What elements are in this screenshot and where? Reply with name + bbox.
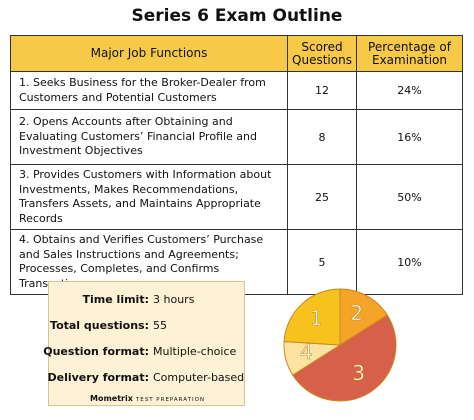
info-label: Total questions: — [50, 319, 149, 332]
info-row: Question format: Multiple-choice — [43, 345, 246, 359]
slice-label: 3 — [352, 361, 365, 385]
percentage: 24% — [356, 71, 463, 110]
info-row: Delivery format: Computer-based — [47, 371, 246, 385]
logo-name: Mometrix — [89, 394, 133, 403]
column-header: Percentage of Examination — [356, 35, 463, 72]
info-label: Question format: — [43, 345, 149, 358]
job-function: 3. Provides Customers with Information a… — [10, 164, 288, 230]
scored-questions: 12 — [287, 71, 357, 110]
scored-questions: 5 — [287, 229, 357, 295]
column-header: Major Job Functions — [10, 35, 288, 72]
percentage: 16% — [356, 109, 463, 165]
slice-label: 2 — [350, 301, 363, 325]
table-row: 3. Provides Customers with Information a… — [10, 164, 463, 230]
logo: Mometrix TEST PREPARATION — [49, 394, 246, 403]
slice-label: 1 — [310, 306, 323, 330]
info-value: 3 hours — [153, 293, 195, 306]
slice-label: 4 — [300, 340, 313, 364]
outline-table: Major Job Functions Scored Questions Per… — [10, 35, 463, 295]
job-function: 2. Opens Accounts after Obtaining and Ev… — [10, 109, 288, 165]
job-function: 1. Seeks Business for the Broker-Dealer … — [10, 71, 288, 110]
info-label: Delivery format: — [47, 371, 150, 384]
percentage: 10% — [356, 229, 463, 295]
pie-chart: 2 3 4 1 — [283, 288, 397, 402]
info-value: 55 — [153, 319, 167, 332]
info-row: Time limit: 3 hours — [49, 293, 246, 307]
pie-slice — [339, 288, 388, 346]
info-row: Total questions: 55 — [49, 319, 246, 333]
info-value: Computer-based — [153, 371, 245, 384]
info-box: Mometrix TEST PREPARATION Time limit: 3 ho… — [43, 281, 246, 406]
info-label: Time limit: — [82, 293, 149, 306]
logo-tagline: TEST PREPARATION — [135, 397, 206, 403]
column-header: Scored Questions — [287, 35, 357, 72]
scored-questions: 8 — [287, 109, 357, 165]
percentage: 50% — [356, 164, 463, 230]
pie-slice — [283, 288, 341, 346]
table-row: 2. Opens Accounts after Obtaining and Ev… — [10, 109, 463, 165]
pie-slice — [292, 314, 397, 402]
table-row: 1. Seeks Business for the Broker-Dealer … — [10, 71, 463, 110]
title: Series 6 Exam Outline — [131, 6, 343, 26]
scored-questions: 25 — [287, 164, 357, 230]
info-value: Multiple-choice — [153, 345, 237, 358]
